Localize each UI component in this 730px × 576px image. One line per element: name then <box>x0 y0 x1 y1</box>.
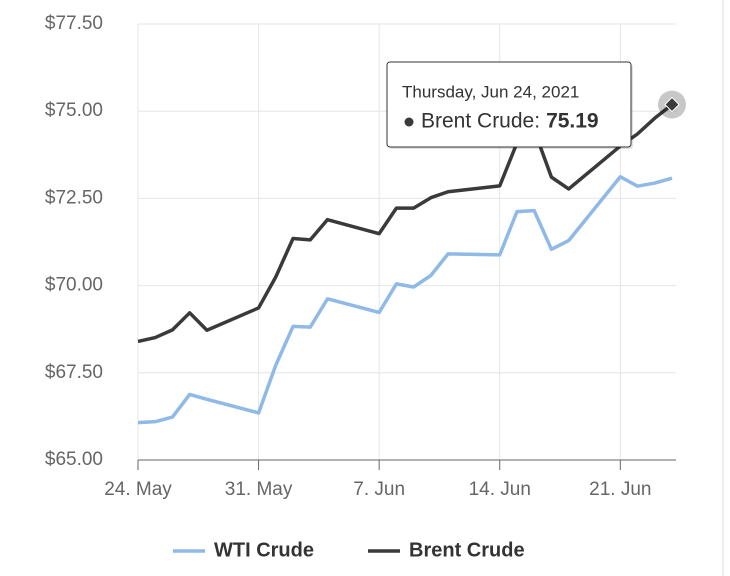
y-tick-label: $65.00 <box>45 449 103 470</box>
x-tick-label: 24. May <box>104 479 172 500</box>
tooltip-box <box>386 61 632 148</box>
point-marker <box>664 96 680 113</box>
y-tick-label: $75.00 <box>45 100 103 121</box>
series-line <box>137 103 674 344</box>
tooltip-label: Brent Crude: <box>421 110 540 133</box>
y-tick-label: $77.50 <box>45 13 103 34</box>
x-tick-label: 7. Jun <box>353 479 405 500</box>
tooltip-bullet <box>404 117 414 127</box>
tooltip-header: Thursday, Jun 24, 2021 <box>402 82 579 101</box>
tooltip-value: 75.19 <box>546 110 599 133</box>
legend-label: Brent Crude <box>409 539 525 561</box>
tooltip: Thursday, Jun 24, 2021 Brent Crude: 75.1… <box>386 61 633 149</box>
series-line <box>137 175 673 425</box>
x-tick-label: 14. Jun <box>469 479 531 500</box>
y-tick-label: $72.50 <box>45 187 103 208</box>
y-tick-label: $70.00 <box>45 275 103 296</box>
legend-label: WTI Crude <box>214 539 314 561</box>
y-tick-label: $67.50 <box>45 362 103 383</box>
x-tick-label: 21. Jun <box>589 479 651 500</box>
x-tick-label: 31. May <box>225 479 293 500</box>
